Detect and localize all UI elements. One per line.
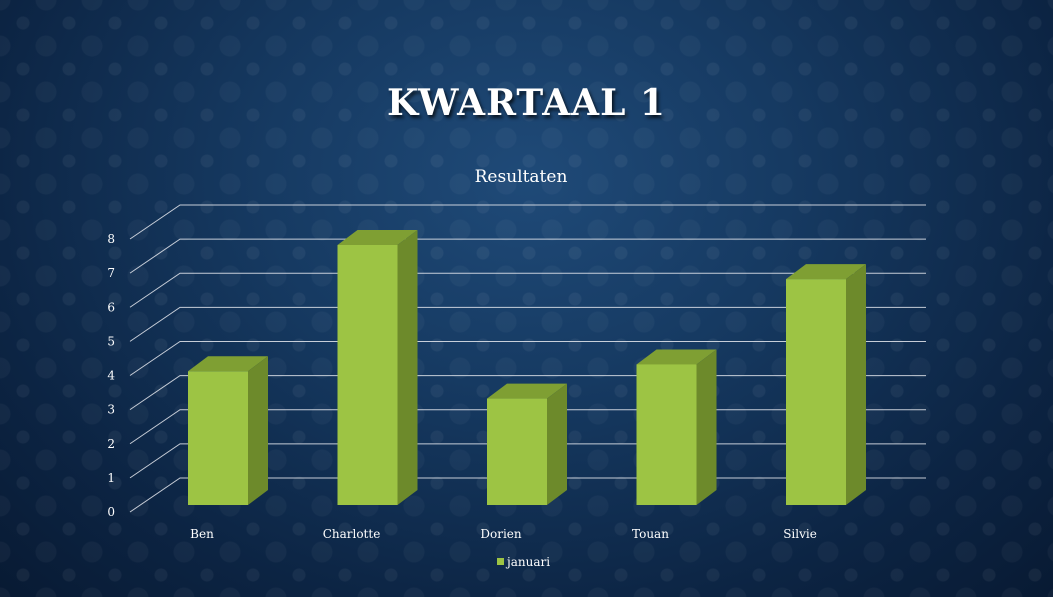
bar-side xyxy=(248,356,268,505)
bar-front xyxy=(188,371,248,505)
chart-title: Resultaten xyxy=(475,167,568,187)
gridline-7 xyxy=(129,238,926,274)
bar-top xyxy=(337,230,418,245)
bar-side xyxy=(547,383,567,505)
y-tick-label-1: 1 xyxy=(107,471,115,485)
bar-top xyxy=(786,264,866,280)
y-tick-label-3: 3 xyxy=(107,403,115,417)
x-tick-label-2: Dorien xyxy=(480,527,522,541)
y-tick-label-4: 4 xyxy=(107,369,115,383)
bar-top xyxy=(188,356,268,372)
legend: januari xyxy=(497,555,550,569)
y-tick-label-6: 6 xyxy=(107,300,115,314)
y-tick-label-8: 8 xyxy=(107,232,115,246)
gridline-6 xyxy=(129,272,926,308)
bars xyxy=(188,230,866,505)
bar-side xyxy=(397,230,418,505)
bar-top xyxy=(636,349,717,365)
slide-title: KWARTAAL 1 xyxy=(387,82,666,124)
bar-front xyxy=(786,279,846,505)
bar-dorien xyxy=(487,383,567,505)
bar-front xyxy=(337,245,398,505)
bar-front xyxy=(636,364,697,505)
y-tick-label-7: 7 xyxy=(107,266,115,280)
legend-label: januari xyxy=(505,555,550,569)
bar-silvie xyxy=(786,264,866,505)
bar-touan xyxy=(636,349,717,505)
bar-side xyxy=(696,349,717,505)
bar-side xyxy=(846,264,866,505)
y-tick-label-0: 0 xyxy=(107,505,115,519)
x-tick-label-4: Silvie xyxy=(783,527,817,541)
x-tick-label-3: Touan xyxy=(632,527,669,541)
x-axis-labels: Ben Charlotte Dorien Touan Silvie xyxy=(190,527,817,541)
gridline-8 xyxy=(129,204,926,240)
gridline-4 xyxy=(129,341,926,376)
y-tick-label-5: 5 xyxy=(107,334,115,348)
legend-swatch xyxy=(497,558,504,565)
x-tick-label-1: Charlotte xyxy=(323,527,381,541)
y-axis-ticks: 0 1 2 3 4 5 6 7 8 xyxy=(107,232,115,519)
gridline-5 xyxy=(129,306,926,342)
y-tick-label-2: 2 xyxy=(107,437,115,451)
bar-charlotte xyxy=(337,230,418,505)
x-tick-label-0: Ben xyxy=(190,527,214,541)
bar-ben xyxy=(188,356,268,505)
bar-front xyxy=(487,398,547,505)
bar-top xyxy=(487,383,567,399)
